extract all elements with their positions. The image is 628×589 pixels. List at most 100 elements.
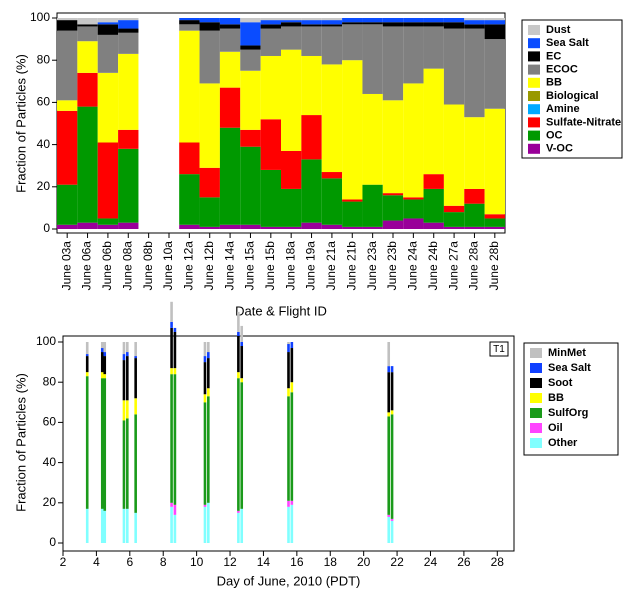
bar-segment (443, 28, 465, 105)
bar-segment (403, 218, 424, 229)
legend-label: Biological (546, 90, 599, 102)
bar-segment (203, 356, 207, 363)
bar-segment (85, 356, 89, 373)
bar-segment (321, 178, 343, 225)
bar-segment (390, 372, 394, 411)
bar-segment (173, 331, 177, 369)
legend-swatch (528, 77, 540, 88)
bar-segment (173, 368, 177, 375)
bar-segment (100, 378, 104, 509)
bar-segment (237, 378, 240, 511)
bar-segment (484, 24, 505, 40)
bar-segment (97, 142, 119, 219)
bar-segment (281, 18, 302, 21)
bar-segment (122, 354, 126, 361)
bar-segment (207, 502, 210, 543)
bar-segment (122, 342, 126, 355)
bar-segment (321, 24, 343, 27)
y-tick-label: 0 (49, 535, 56, 549)
bar-segment (342, 18, 363, 23)
bar-segment (443, 22, 465, 29)
annotation-box (489, 341, 509, 357)
bar-segment (118, 20, 139, 29)
bar-segment (387, 342, 391, 367)
bar-segment (179, 224, 200, 229)
bar-segment (173, 504, 177, 515)
bar-segment (207, 388, 210, 397)
bar-segment (464, 28, 485, 118)
bar-segment (203, 342, 207, 357)
bar-segment (97, 224, 119, 229)
bar-segment (240, 22, 261, 46)
bar-segment (301, 26, 322, 56)
legend-swatch (528, 38, 540, 49)
x-tick-label: 24 (424, 555, 438, 569)
annotation: T1 (493, 344, 505, 355)
bar-segment (103, 342, 107, 353)
bar-segment (290, 500, 294, 505)
bar-segment (382, 195, 404, 221)
bar-segment (281, 188, 302, 227)
bar-segment (219, 127, 241, 225)
y-tick-label: 80 (43, 374, 57, 388)
bar-segment (77, 18, 98, 25)
x-tick-label: 6 (126, 555, 133, 569)
bar-segment (342, 60, 363, 200)
bar-segment (287, 342, 290, 345)
bar-segment (260, 169, 281, 227)
bar-segment (362, 93, 383, 185)
legend-swatch (528, 25, 540, 35)
bar-segment (219, 28, 241, 52)
legend-swatch (530, 408, 542, 418)
bar-segment (118, 18, 139, 21)
bar-segment (100, 352, 104, 373)
bar-segment (77, 24, 98, 27)
legend-swatch (528, 91, 540, 101)
bar-segment (260, 119, 281, 170)
legend-swatch (530, 348, 542, 358)
bar-segment (97, 22, 119, 25)
bar-segment (382, 220, 404, 229)
bar-segment (134, 358, 137, 399)
bar-segment (464, 24, 485, 29)
bar-segment (281, 20, 302, 23)
bar-segment (97, 72, 119, 143)
bar-segment (203, 362, 207, 395)
bar-segment (179, 24, 200, 31)
y-tick-label: 100 (36, 334, 56, 348)
bar-segment (199, 226, 220, 229)
bar-segment (100, 508, 104, 543)
bar-segment (85, 372, 89, 377)
legend-swatch (530, 393, 542, 403)
bar-segment (173, 374, 177, 505)
legend-label: MinMet (548, 347, 586, 359)
x-tick-label: 18 (324, 555, 338, 569)
legend-label: OC (546, 130, 563, 142)
legend-label: Soot (548, 377, 573, 389)
bar-segment (57, 100, 78, 111)
bar-segment (85, 354, 89, 357)
bar-segment (122, 400, 126, 421)
x-tick-label: 4 (93, 555, 100, 569)
bar-segment (240, 129, 261, 147)
bar-segment (443, 226, 465, 229)
bar-segment (287, 344, 290, 353)
bar-segment (170, 321, 173, 328)
bar-segment (290, 392, 294, 501)
bar-segment (170, 374, 173, 503)
bar-segment (207, 358, 210, 389)
bar-segment (387, 412, 391, 417)
bar-segment (179, 30, 200, 143)
bar-segment (342, 201, 363, 227)
bar-segment (301, 24, 322, 27)
bar-segment (403, 199, 424, 219)
x-tick-label: June 28b (487, 241, 501, 291)
legend-label: BB (548, 392, 564, 404)
bar-segment (103, 356, 107, 375)
bar-segment (342, 226, 363, 229)
y-tick-label: 20 (37, 179, 51, 193)
x-tick-label: June 14a (222, 241, 236, 291)
bar-segment (260, 24, 281, 29)
bar-segment (484, 218, 505, 227)
bar-segment (207, 396, 210, 503)
